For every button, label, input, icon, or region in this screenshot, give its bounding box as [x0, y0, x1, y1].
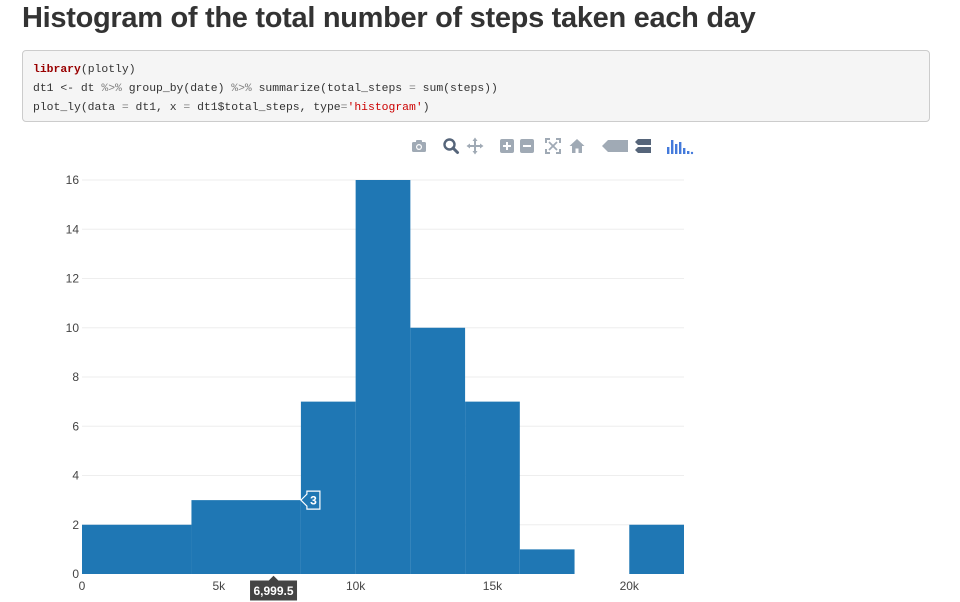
histogram-bar[interactable]	[191, 500, 301, 574]
code-text: dt1 <- dt	[33, 83, 102, 95]
hover-closest-icon[interactable]	[600, 137, 630, 155]
code-keyword: library	[33, 64, 81, 76]
reset-axes-icon[interactable]	[568, 137, 586, 155]
zoom-out-icon[interactable]	[518, 137, 536, 155]
code-operator: =	[121, 102, 129, 114]
y-tick-label: 16	[66, 173, 80, 187]
y-tick-label: 10	[66, 321, 80, 335]
hover-compare-icon[interactable]	[634, 137, 652, 155]
hover-x-label: 6,999.5	[254, 584, 294, 598]
code-text: plot_ly(data	[33, 102, 122, 114]
page-title: Histogram of the total number of steps t…	[22, 2, 756, 34]
y-tick-label: 12	[66, 272, 80, 286]
code-operator: %>%	[101, 83, 122, 95]
hover-y-label: 3	[310, 494, 317, 508]
code-text: dt1, x	[128, 102, 184, 114]
y-tick-label: 4	[72, 469, 79, 483]
code-operator: %>%	[231, 83, 252, 95]
code-string: 'histogram'	[347, 102, 423, 114]
histogram-bar[interactable]	[300, 401, 356, 574]
y-tick-label: 0	[72, 567, 79, 581]
histogram-chart[interactable]: 0 2 4 6 8 10 12 14 16 0 5k 10k 15k 20k 3 6,999.5	[0, 160, 720, 602]
x-tick-label: 5k	[212, 579, 226, 593]
x-tick-label: 10k	[346, 579, 366, 593]
zoom-icon[interactable]	[442, 137, 460, 155]
pan-icon[interactable]	[466, 137, 484, 155]
code-text: (plotly)	[80, 64, 136, 76]
code-operator: =	[183, 102, 191, 114]
code-text: )	[422, 102, 430, 114]
histogram-bar[interactable]	[355, 180, 411, 574]
x-tick-label: 20k	[620, 579, 640, 593]
histogram-bar[interactable]	[410, 327, 466, 574]
code-block: library(plotly) dt1 <- dt %>% group_by(d…	[22, 50, 930, 122]
code-text: group_by(date)	[121, 83, 232, 95]
code-text: dt1$total_steps, type	[190, 102, 341, 114]
code-line-1: library(plotly)	[33, 61, 919, 80]
histogram-bar[interactable]	[519, 549, 575, 574]
autoscale-icon[interactable]	[544, 137, 562, 155]
histogram-bar[interactable]	[629, 524, 684, 574]
code-text: sum(steps))	[415, 83, 498, 95]
code-operator: =	[340, 102, 348, 114]
y-tick-label: 8	[72, 370, 79, 384]
plotly-logo-icon[interactable]	[666, 137, 694, 155]
x-tick-label: 15k	[483, 579, 503, 593]
y-tick-label: 14	[66, 222, 80, 236]
code-text: summarize(total_steps	[251, 83, 409, 95]
y-tick-label: 2	[72, 518, 79, 532]
hover-y-label-box	[300, 490, 321, 510]
code-operator: =	[408, 83, 416, 95]
zoom-in-icon[interactable]	[498, 137, 516, 155]
code-line-2: dt1 <- dt %>% group_by(date) %>% summari…	[33, 80, 919, 99]
x-tick-label: 0	[79, 579, 86, 593]
y-tick-label: 6	[72, 419, 79, 433]
code-line-3: plot_ly(data = dt1, x = dt1$total_steps,…	[33, 99, 919, 118]
camera-icon[interactable]	[410, 137, 428, 155]
hover-x-label-box	[249, 574, 299, 602]
histogram-bar[interactable]	[465, 401, 520, 574]
histogram-bar[interactable]	[82, 524, 192, 574]
